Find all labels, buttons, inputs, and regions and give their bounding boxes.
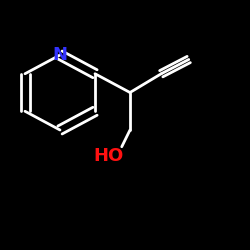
Text: HO: HO [94,147,124,165]
Text: N: N [52,46,68,64]
